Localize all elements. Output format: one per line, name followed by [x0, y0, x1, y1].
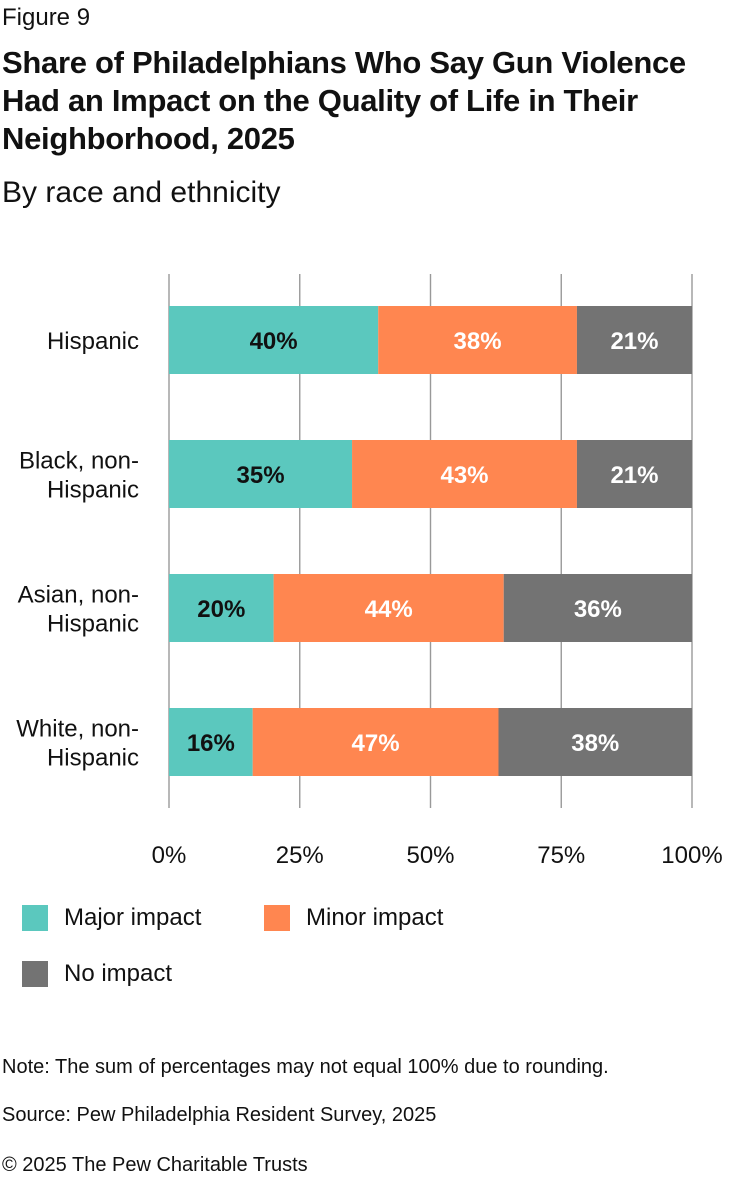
- bar-none: [576, 306, 692, 374]
- x-tick-label: 25%: [276, 842, 324, 869]
- x-tick-label: 0%: [152, 842, 187, 869]
- legend-label-minor: Minor impact: [306, 904, 444, 931]
- bar-minor: [273, 574, 504, 642]
- chart-title: Share of Philadelphians Who Say Gun Viol…: [2, 45, 686, 156]
- chart-legend: Major impact Minor impact No impact: [22, 904, 722, 1004]
- bar-none: [498, 708, 692, 776]
- category-label: Black, non-: [19, 448, 139, 475]
- source-line: Source: Pew Philadelphia Resident Survey…: [2, 1104, 437, 1126]
- category-label: Hispanic: [47, 477, 139, 504]
- data-label: 20%: [197, 596, 245, 623]
- category-label: Hispanic: [47, 611, 139, 638]
- legend-swatch-minor: [264, 905, 290, 931]
- data-label: 38%: [571, 730, 619, 757]
- legend-item-major: Major impact: [22, 904, 201, 932]
- bar-major: [169, 306, 379, 374]
- x-tick-label: 75%: [537, 842, 585, 869]
- legend-swatch-major: [22, 905, 48, 931]
- footnote: Note: The sum of percentages may not equ…: [2, 1056, 609, 1078]
- data-label: 43%: [440, 462, 488, 489]
- category-label: Asian, non-: [18, 582, 139, 609]
- figure-label: Figure 9: [2, 4, 91, 31]
- data-label: 21%: [610, 328, 658, 355]
- stacked-bar-chart: 0% 25% 50% 75% 100% Hispanic 40% 38% 21% Black, n…: [16, 274, 723, 869]
- data-label: 47%: [352, 730, 400, 757]
- bar-major: [169, 708, 253, 776]
- data-label: 40%: [250, 328, 298, 355]
- bar-none: [503, 574, 692, 642]
- copyright-line: © 2025 The Pew Charitable Trusts: [2, 1154, 308, 1176]
- chart-subtitle: By race and ethnicity: [2, 176, 281, 209]
- legend-item-none: No impact: [22, 960, 172, 988]
- bar-minor: [252, 708, 499, 776]
- bar-minor: [352, 440, 577, 508]
- legend-label-none: No impact: [64, 960, 173, 987]
- category-label: White, non-: [16, 716, 139, 743]
- legend-swatch-none: [22, 961, 48, 987]
- data-label: 16%: [187, 730, 235, 757]
- data-label: 21%: [610, 462, 658, 489]
- bar-major: [169, 574, 274, 642]
- data-label: 36%: [574, 596, 622, 623]
- data-label: 35%: [237, 462, 285, 489]
- bar-minor: [378, 306, 577, 374]
- x-tick-label: 100%: [661, 842, 722, 869]
- data-label: 44%: [365, 596, 413, 623]
- legend-item-minor: Minor impact: [264, 904, 443, 932]
- legend-label-major: Major impact: [64, 904, 202, 931]
- category-label: Hispanic: [47, 328, 139, 355]
- bar-none: [576, 440, 692, 508]
- x-tick-label: 50%: [406, 842, 454, 869]
- category-label: Hispanic: [47, 745, 139, 772]
- bar-major: [169, 440, 353, 508]
- data-label: 38%: [454, 328, 502, 355]
